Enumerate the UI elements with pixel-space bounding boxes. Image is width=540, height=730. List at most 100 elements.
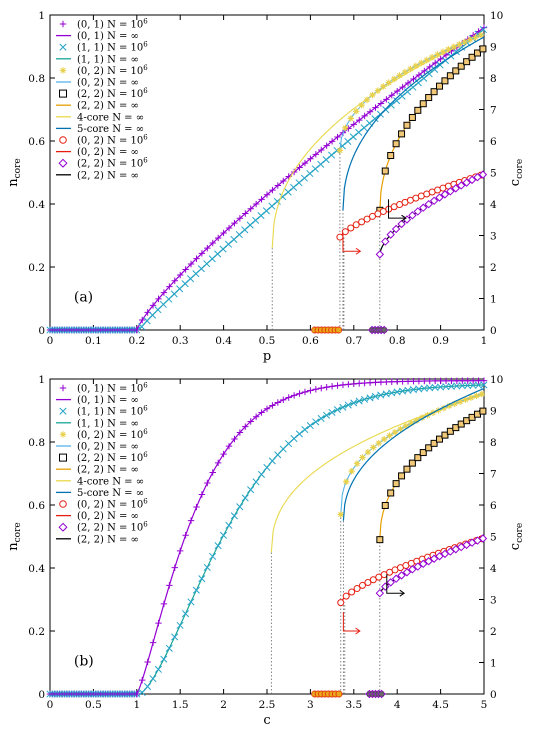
marker-ccore-02-finite	[364, 579, 372, 587]
marker-11-finite	[149, 675, 157, 683]
marker-01-finite	[290, 392, 298, 399]
marker-ccore-02-finite	[336, 233, 344, 241]
marker-01-finite	[453, 377, 461, 384]
marker-22-finite	[381, 167, 389, 175]
marker-01-finite	[437, 55, 444, 63]
marker-ccore-22-finite	[375, 588, 385, 598]
marker-01-finite	[345, 381, 352, 388]
marker-02-finite	[434, 51, 441, 58]
marker-11-finite	[420, 74, 428, 82]
marker-01-finite	[431, 377, 439, 385]
marker-01-finite	[269, 186, 276, 194]
marker-02-finite	[369, 91, 376, 99]
legend-label-sup: 6	[143, 405, 148, 413]
y2-axis-label: ccore	[508, 159, 525, 186]
marker-01-finite	[258, 409, 265, 416]
marker-01-finite	[198, 250, 206, 257]
legend-label-text: (2, 2) N = ∞	[77, 534, 139, 545]
marker-02-finite	[408, 419, 415, 427]
marker-ccore-22-finite	[462, 178, 471, 187]
marker-01-finite	[280, 396, 287, 404]
x-tick-label: 0.6	[302, 335, 319, 347]
marker-02-finite	[413, 417, 420, 424]
marker-11-finite	[317, 414, 325, 423]
x-tick-label: 2.5	[259, 699, 276, 711]
y2-tick-label: 6	[490, 500, 497, 512]
marker-01-finite	[193, 503, 200, 511]
y-axis-label-sub: core	[13, 522, 23, 542]
marker-ccore-02-finite	[341, 228, 349, 236]
legend-label-sup: 6	[143, 451, 148, 459]
marker-11-finite	[350, 399, 358, 407]
marker-11-finite	[295, 179, 303, 187]
legend-label: (1, 1) N = ∞	[77, 418, 139, 429]
arrow-right-axis-red	[342, 612, 360, 632]
x-axis-label: c	[263, 713, 270, 728]
legend-label: 4-core N = ∞	[77, 476, 144, 487]
marker-ccore-22-finite	[413, 207, 423, 216]
marker-11-finite	[268, 202, 276, 210]
marker-ccore-22-finite	[381, 237, 390, 246]
x-tick-label: 1	[133, 699, 140, 711]
legend-label-text: (0, 1) N = ∞	[77, 31, 139, 42]
marker-02-finite	[397, 425, 404, 433]
marker-01-finite	[312, 151, 320, 158]
legend-label-text: (0, 2) N = 10	[77, 500, 143, 511]
marker-22-finite	[387, 152, 395, 160]
marker-01-finite	[350, 380, 357, 388]
marker-02-finite	[352, 108, 360, 115]
marker-01-finite	[290, 168, 298, 176]
legend-label-text: (0, 2) N = ∞	[77, 147, 139, 158]
marker-02-finite	[342, 124, 349, 132]
panel-label: (a)	[74, 290, 93, 306]
legend-label-sup: 6	[143, 498, 148, 506]
marker-11-finite	[247, 486, 255, 494]
marker-ccore-22-finite	[413, 562, 423, 571]
legend-swatch-star	[59, 67, 67, 74]
marker-22-finite	[381, 501, 389, 509]
curve-ccore-22-infinite	[379, 173, 485, 255]
marker-01-finite	[247, 205, 254, 212]
marker-ccore-22-finite	[408, 211, 417, 220]
marker-01-finite	[328, 138, 336, 145]
legend-label: (2, 2) N = ∞	[77, 170, 139, 181]
marker-01-finite	[263, 191, 271, 198]
x-tick-label: 1	[481, 335, 488, 347]
marker-01-finite	[339, 381, 347, 389]
marker-01-finite	[285, 394, 292, 401]
marker-01-finite	[377, 100, 385, 107]
curve-02-infinite	[339, 33, 485, 151]
marker-02-finite	[418, 59, 425, 67]
panel-b: 0 0.5 1 1.5 2 2.5 3 3.5 4 4.5 500.20.40.60.8101234…	[6, 374, 525, 728]
marker-11-finite	[442, 383, 450, 391]
y2-tick-label: 4	[490, 199, 497, 211]
marker-11-finite	[377, 391, 385, 399]
y2-tick-label: 4	[490, 563, 497, 575]
marker-11-finite	[355, 128, 363, 136]
marker-01-finite	[139, 676, 146, 684]
marker-02-finite	[402, 422, 410, 430]
legend-swatch-cross	[59, 407, 67, 415]
marker-11-finite	[425, 70, 433, 78]
marker-01-finite	[448, 377, 455, 384]
y2-tick-label: 3	[490, 231, 497, 243]
marker-01-finite	[334, 133, 341, 141]
marker-01-finite	[225, 442, 233, 450]
legend-label-text: 4-core N = ∞	[77, 112, 144, 123]
marker-02-finite	[386, 432, 393, 439]
legend-label-text: (0, 2) N = ∞	[77, 78, 139, 89]
marker-01-finite	[421, 377, 428, 385]
marker-22-finite	[436, 82, 444, 90]
marker-01-finite	[182, 266, 189, 273]
marker-ccore-22-finite	[391, 224, 401, 234]
axis-marker-22	[336, 691, 342, 697]
marker-11-finite	[160, 655, 168, 663]
legend-label-sup: 6	[143, 64, 148, 72]
marker-ccore-22-finite	[397, 571, 406, 580]
marker-11-finite	[371, 392, 379, 400]
marker-01-finite	[301, 159, 309, 167]
marker-01-finite	[426, 377, 433, 385]
marker-22-finite	[398, 472, 406, 480]
arrow-head-black	[401, 214, 407, 222]
arrow-head-black	[399, 589, 406, 597]
